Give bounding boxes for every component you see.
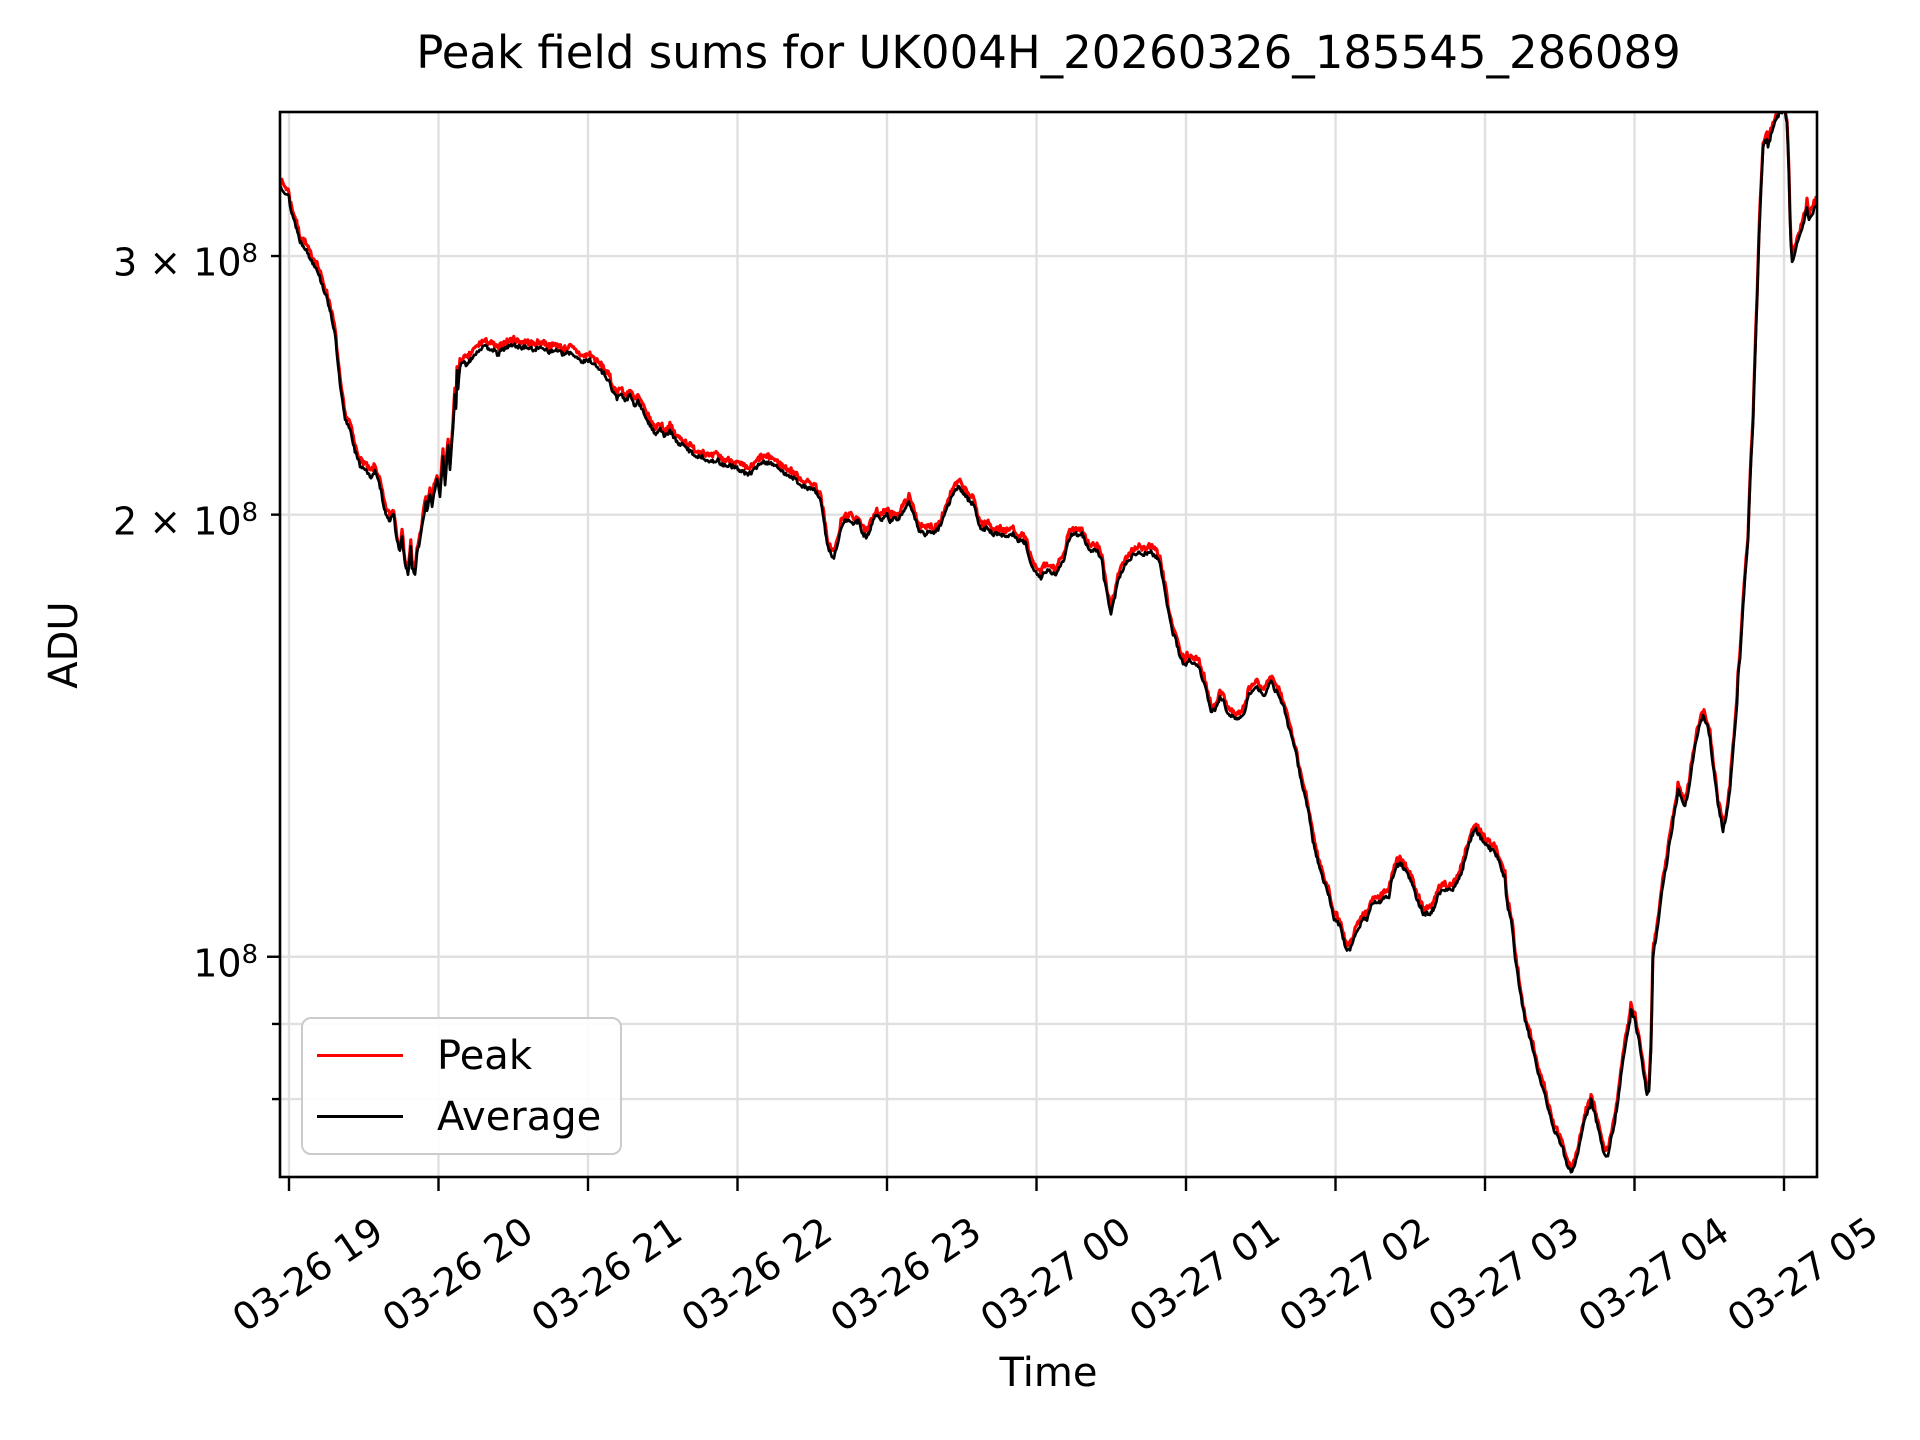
legend-label-peak: Peak: [437, 1032, 532, 1079]
y-tick-label: 108: [193, 939, 258, 986]
legend-label-average: Average: [437, 1093, 602, 1140]
average-line-swatch: [317, 1115, 403, 1118]
y-axis-label: ADU: [41, 601, 87, 689]
x-axis-label: Time: [999, 1350, 1098, 1396]
tick-marks: [267, 254, 1786, 1191]
series-line-average: [280, 112, 1817, 1174]
legend: Peak Average: [301, 1017, 622, 1155]
gridlines: [280, 112, 1817, 1177]
legend-entry-average: Average: [303, 1089, 620, 1145]
chart-title: Peak field sums for UK004H_20260326_1855…: [416, 26, 1681, 79]
y-tick-label: 3 × 108: [113, 239, 258, 285]
series-line-peak: [280, 112, 1817, 1169]
peak-line-swatch: [317, 1054, 403, 1057]
axes-spines: [278, 110, 1819, 1179]
legend-entry-peak: Peak: [303, 1028, 620, 1084]
y-tick-label: 2 × 108: [113, 497, 258, 544]
